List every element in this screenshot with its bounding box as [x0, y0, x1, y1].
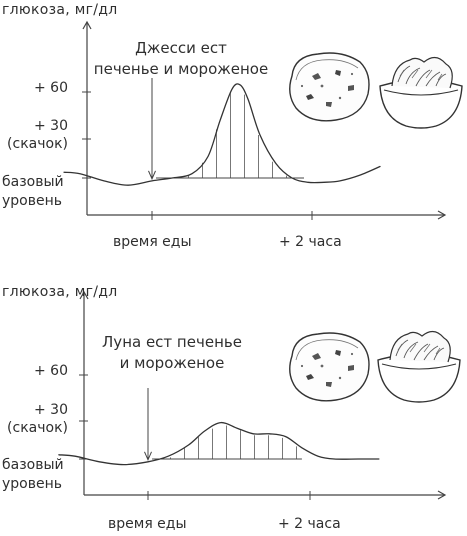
x-axis-arrowhead: [437, 210, 447, 220]
ice-cream-bowl-icon: [379, 56, 463, 129]
y-axis-title: глюкоза, мг/дл: [2, 2, 118, 18]
glucose-curve: [58, 421, 380, 466]
y-tick-spike: (скачок): [7, 136, 68, 152]
glucose-chart-luna: [58, 290, 447, 500]
x-axis-arrowhead: [437, 490, 447, 500]
y-tick-plus30: + 30: [34, 118, 68, 134]
y-tick-plus60: + 60: [34, 363, 68, 379]
y-tick-baseline-line2: уровень: [2, 476, 63, 492]
chart-panel-luna: глюкоза, мг/дл + 60 + 30 (скачок) базовы…: [0, 268, 467, 536]
x-tick-meal: время еды: [108, 516, 187, 532]
x-tick-two-hours: + 2 часа: [278, 516, 341, 532]
y-tick-spike: (скачок): [7, 420, 68, 436]
cookie-icon: [289, 52, 370, 122]
cookie-icon: [289, 332, 370, 402]
x-tick-meal: время еды: [113, 234, 192, 250]
ice-cream-bowl-icon: [377, 330, 461, 403]
spike-hatching: [169, 425, 297, 459]
y-tick-baseline-line2: уровень: [2, 193, 63, 209]
meal-annotation: Луна ест печенье и мороженое: [102, 333, 242, 372]
spike-hatching: [187, 91, 287, 178]
meal-arrowhead: [148, 170, 156, 181]
y-tick-plus30: + 30: [34, 402, 68, 418]
x-tick-two-hours: + 2 часа: [279, 234, 342, 250]
y-tick-plus60: + 60: [34, 80, 68, 96]
meal-annotation: Джесси ест печенье и мороженое: [93, 39, 269, 78]
chart-panel-jessie: глюкоза, мг/дл + 60 + 30 (скачок) базовы…: [2, 2, 463, 250]
glucose-chart-jessie: [63, 20, 447, 220]
y-axis-arrowhead: [79, 290, 89, 300]
y-tick-baseline-line1: базовый: [2, 457, 64, 473]
y-axis-arrowhead: [82, 20, 92, 30]
meal-arrowhead: [144, 451, 152, 462]
y-tick-baseline-line1: базовый: [2, 174, 64, 190]
y-axis-title: глюкоза, мг/дл: [2, 284, 118, 300]
glucose-curve: [63, 83, 381, 186]
